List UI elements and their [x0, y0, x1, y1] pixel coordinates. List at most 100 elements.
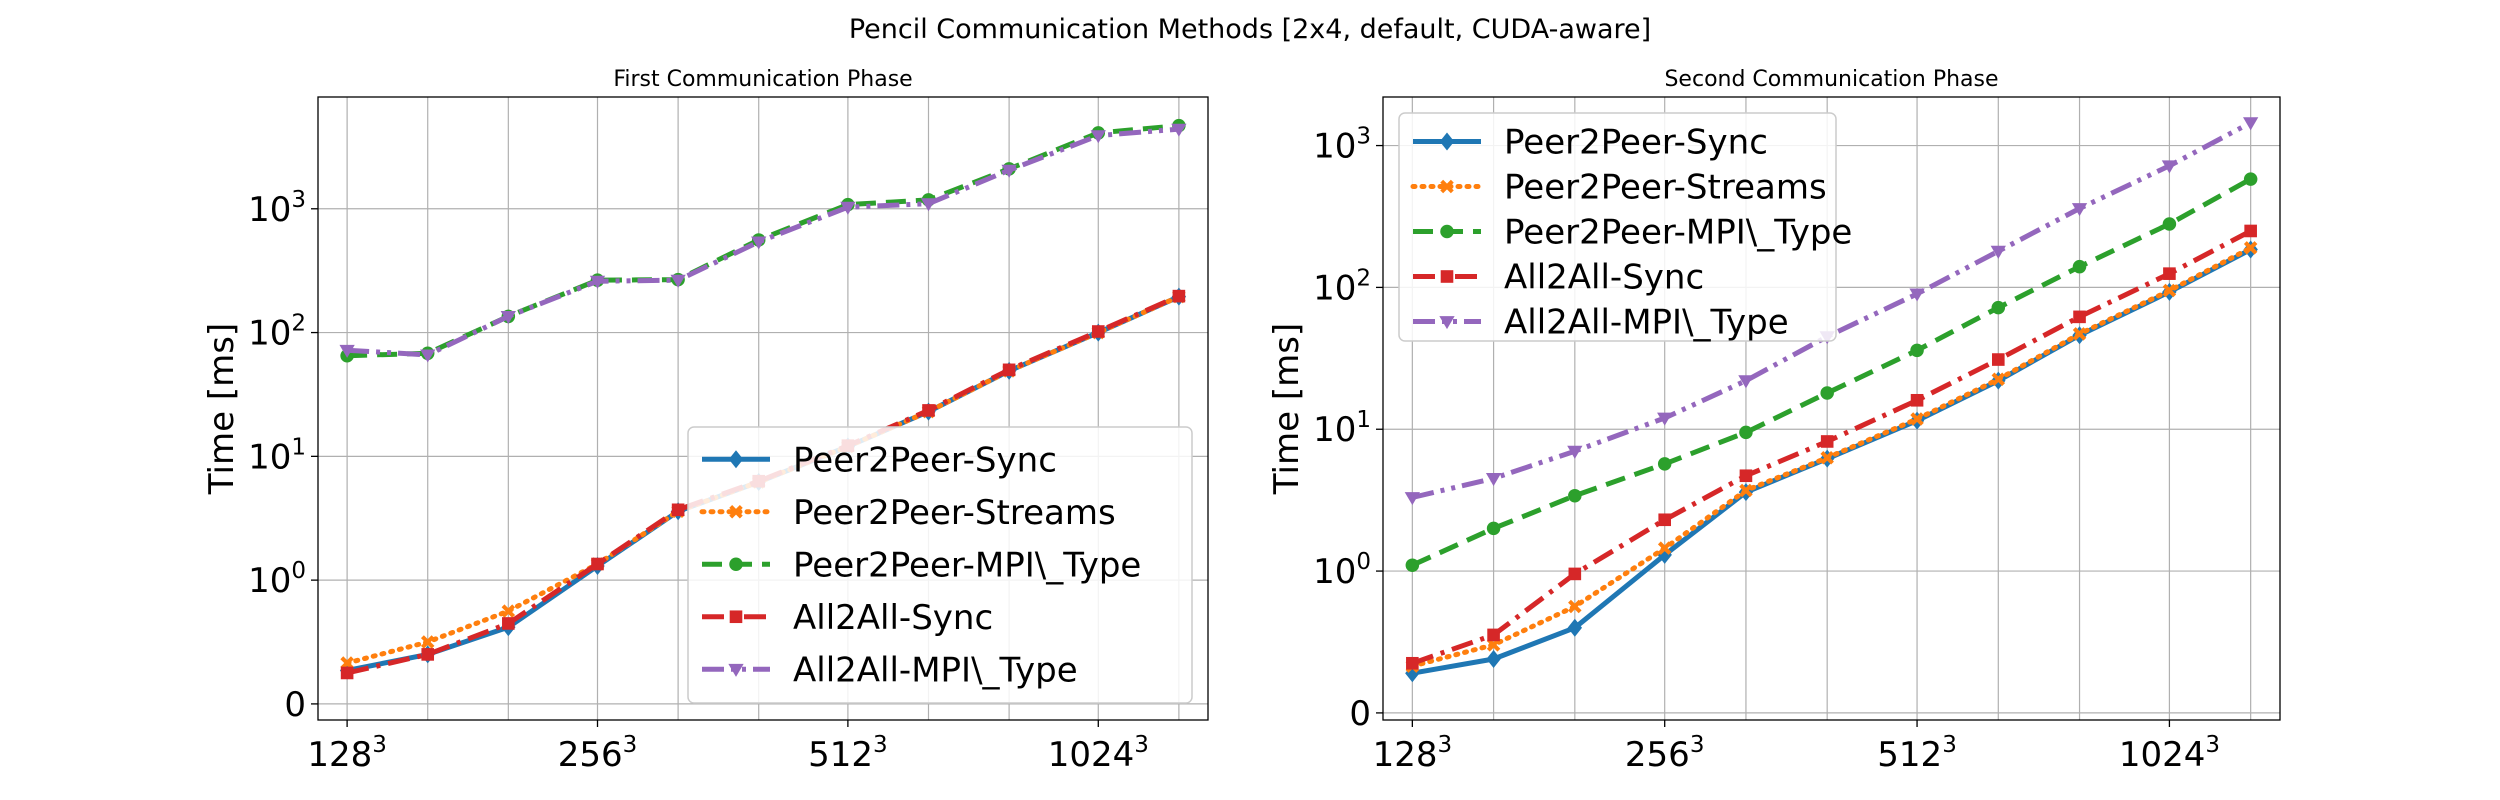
series-line-all2all-sync [346, 293, 1180, 676]
data-point-all2all-mpitype [420, 349, 436, 363]
panel-title: Second Communication Phase [1664, 67, 1998, 92]
data-point-all2all-mpitype [1657, 412, 1673, 426]
data-point-peer2peer-mpitype [1991, 300, 2006, 315]
data-point-all2all-mpitype [1567, 445, 1583, 459]
legend-marker-peer2peer-sync [1439, 132, 1455, 151]
data-point-peer2peer-mpitype [1486, 521, 1501, 536]
data-point-all2all-sync [2073, 310, 2086, 324]
data-point-peer2peer-mpitype [1739, 425, 1753, 440]
data-point-all2all-sync [1172, 289, 1186, 303]
y-tick-label: 102 [248, 311, 306, 354]
data-point-all2all-mpitype [1990, 245, 2006, 259]
data-point-peer2peer-streams [1657, 541, 1672, 555]
data-point-all2all-mpitype [589, 275, 606, 289]
data-point-all2all-mpitype [1738, 375, 1754, 389]
data-point-peer2peer-mpitype [1910, 343, 1924, 358]
data-point-peer2peer-sync [1567, 618, 1583, 637]
legend-marker-all2all-mpitype [1439, 316, 1455, 330]
legend-marker-all2all-sync [729, 610, 743, 624]
data-point-peer2peer-mpitype [1568, 488, 1582, 503]
data-point-all2all-sync [502, 617, 515, 630]
legend-label-all2all-mpitype: All2All-MPI\_Type [793, 650, 1078, 690]
data-point-all2all-mpitype [1909, 288, 1925, 302]
data-point-all2all-sync [1739, 469, 1753, 483]
figure-suptitle: Pencil Communication Methods [2x4, defau… [849, 14, 1651, 45]
legend-label-all2all-sync: All2All-Sync [1504, 258, 1704, 298]
x-tick-label: 5123 [1877, 732, 1957, 775]
y-tick-label: 103 [248, 187, 306, 230]
data-point-all2all-sync [1568, 567, 1582, 581]
y-tick-label: 101 [248, 434, 306, 477]
legend-marker-all2all-sync [1440, 270, 1454, 283]
legend-marker-peer2peer-sync [728, 450, 744, 469]
legend-label-all2all-mpitype: All2All-MPI\_Type [1504, 303, 1789, 343]
y-tick-label: 100 [248, 558, 306, 601]
data-point-peer2peer-streams [501, 604, 516, 618]
data-point-all2all-mpitype [2161, 160, 2178, 174]
series-line-all2all-mpitype [346, 126, 1180, 358]
data-point-peer2peer-mpitype [2243, 172, 2258, 186]
data-point-all2all-sync [591, 557, 604, 571]
plot-frame [1382, 96, 2281, 721]
x-tick-label: 1283 [1373, 732, 1453, 775]
series-group [1404, 117, 2259, 683]
data-point-peer2peer-mpitype [1820, 386, 1834, 400]
data-point-all2all-sync [340, 666, 354, 680]
data-point-all2all-sync [2163, 267, 2176, 280]
legend-box [687, 426, 1193, 704]
legend-label-peer2peer-sync: Peer2Peer-Sync [1504, 123, 1768, 163]
second-phase-panel: Second Communication Phase 1283 2563 5123 10… [1267, 67, 2281, 775]
data-point-peer2peer-streams [340, 656, 354, 670]
data-point-all2all-sync [421, 648, 435, 661]
x-tick-label: 5123 [808, 732, 888, 775]
data-point-all2all-sync [1002, 363, 1016, 377]
data-point-peer2peer-streams [1739, 483, 1753, 498]
data-point-peer2peer-streams [420, 635, 435, 649]
data-point-peer2peer-streams [2072, 327, 2087, 341]
data-point-all2all-sync [1910, 393, 1924, 407]
data-point-peer2peer-streams [1820, 450, 1834, 465]
data-point-all2all-mpitype [2243, 117, 2259, 131]
data-point-peer2peer-streams [2162, 283, 2177, 298]
legend: Peer2Peer-Sync Peer2Peer-Streams Peer2Peer… [1398, 112, 1852, 343]
data-point-all2all-mpitype [2071, 203, 2088, 217]
data-point-all2all-sync [922, 404, 935, 417]
data-point-peer2peer-streams [2243, 241, 2258, 255]
data-point-peer2peer-mpitype [2162, 217, 2177, 231]
data-point-peer2peer-streams [1568, 599, 1582, 614]
data-point-all2all-mpitype [751, 236, 767, 250]
data-point-peer2peer-mpitype [1405, 558, 1420, 572]
first-phase-panel: First Communication Phase 1283 2563 5123 102… [202, 67, 1209, 775]
data-point-all2all-sync [1406, 656, 1419, 670]
y-tick-label: 103 [1313, 124, 1371, 167]
data-point-all2all-mpitype [1001, 164, 1017, 178]
data-point-peer2peer-streams [1991, 372, 2006, 387]
data-point-all2all-mpitype [1090, 130, 1106, 144]
data-point-all2all-sync [1487, 628, 1500, 642]
data-point-all2all-mpitype [1171, 123, 1187, 137]
data-point-all2all-sync [1091, 325, 1105, 338]
data-point-all2all-mpitype [339, 344, 355, 358]
plot-frame [317, 96, 1209, 721]
data-point-all2all-sync [671, 503, 685, 517]
data-point-all2all-mpitype [670, 274, 686, 288]
legend-marker-peer2peer-streams [1440, 179, 1454, 194]
y-tick-label: 100 [1313, 549, 1371, 592]
y-tick-label: 0 [1349, 694, 1371, 734]
data-point-all2all-mpitype [1485, 473, 1502, 487]
legend-box [1398, 112, 1837, 342]
x-tick-label: 1283 [307, 732, 387, 775]
data-point-all2all-mpitype [920, 198, 937, 212]
y-axis-label: Time [ms] [202, 323, 242, 495]
x-tick-label: 10243 [2119, 732, 2220, 775]
legend-marker-peer2peer-mpitype [1440, 224, 1454, 239]
x-tick-label: 2563 [1625, 732, 1705, 775]
legend: Peer2Peer-Sync Peer2Peer-Streams Peer2Peer… [687, 426, 1193, 704]
legend-label-peer2peer-mpitype: Peer2Peer-MPI\_Type [1504, 213, 1852, 253]
y-tick-label: 101 [1313, 407, 1371, 450]
legend-label-peer2peer-sync: Peer2Peer-Sync [793, 440, 1057, 480]
data-point-all2all-sync [1992, 353, 2005, 366]
legend-marker-all2all-mpitype [728, 663, 744, 677]
panel-title: First Communication Phase [613, 67, 912, 92]
data-point-all2all-mpitype [840, 201, 856, 215]
